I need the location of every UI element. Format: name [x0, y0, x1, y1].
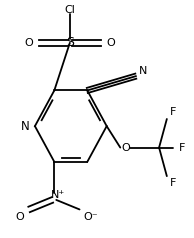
Text: N: N — [21, 120, 30, 133]
Text: O⁻: O⁻ — [84, 212, 99, 222]
Text: O: O — [122, 143, 131, 153]
Text: S: S — [66, 36, 74, 49]
Text: O: O — [15, 212, 24, 222]
Text: N: N — [139, 66, 148, 76]
Text: F: F — [179, 143, 185, 153]
Text: O: O — [106, 38, 115, 48]
Text: Cl: Cl — [64, 5, 75, 15]
Text: O: O — [25, 38, 34, 48]
Text: F: F — [170, 107, 176, 117]
Text: N⁺: N⁺ — [51, 190, 65, 200]
Text: F: F — [170, 178, 176, 188]
